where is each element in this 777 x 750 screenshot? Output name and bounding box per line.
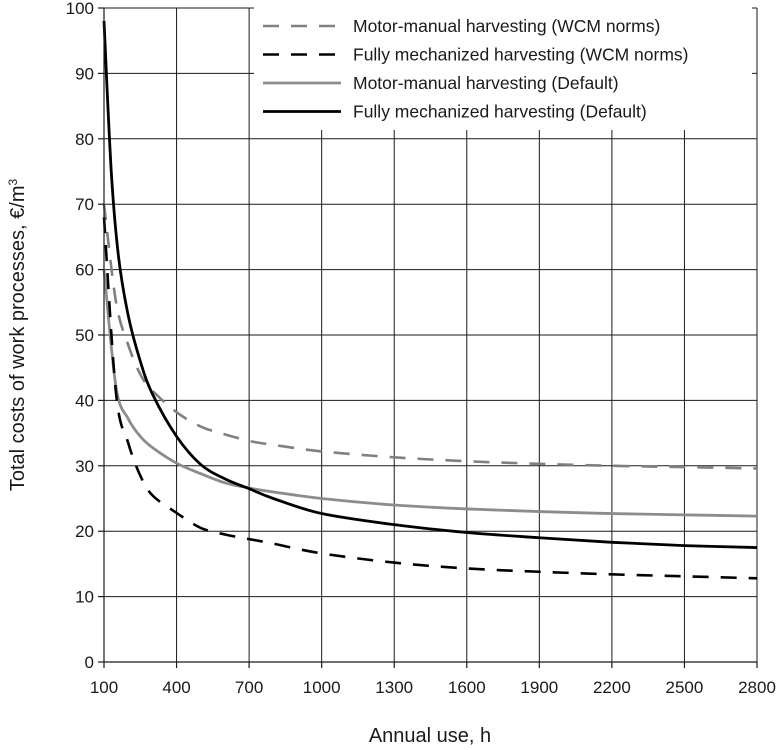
- y-tick-label: 10: [75, 588, 94, 607]
- series-line-1: [102, 204, 758, 470]
- x-tick-label: 1000: [303, 678, 341, 697]
- x-tick-label: 1600: [448, 678, 486, 697]
- y-axis-title-superscript: 3: [6, 179, 20, 186]
- x-tick-label: 100: [90, 678, 118, 697]
- axes: [98, 7, 758, 668]
- grid: [104, 7, 758, 662]
- x-tick-label: 700: [235, 678, 263, 697]
- y-axis-title: Total costs of work processes, €/m3: [6, 179, 29, 492]
- series-group: [102, 21, 758, 580]
- legend-label-3: Motor-manual harvesting (Default): [353, 73, 619, 93]
- x-tick-label: 2200: [593, 678, 631, 697]
- legend: Motor-manual harvesting (WCM norms) Fully…: [254, 4, 752, 130]
- legend-box: [254, 4, 752, 130]
- y-tick-label: 80: [75, 130, 94, 149]
- y-tick-label: 0: [85, 653, 94, 672]
- tick-labels: 0 10 20 30 40 50 60 70 80 90 100 100 400 700 1000 1300 1…: [66, 0, 776, 697]
- x-axis-title: Annual use, h: [369, 725, 491, 747]
- y-tick-label: 20: [75, 522, 94, 541]
- series-line-4: [102, 21, 758, 549]
- y-tick-label: 70: [75, 195, 94, 214]
- y-tick-label: 30: [75, 457, 94, 476]
- y-axis-title-text: Total costs of work processes, €/m: [7, 186, 29, 492]
- x-tick-label: 1300: [375, 678, 413, 697]
- x-tick-label: 2500: [666, 678, 704, 697]
- x-tick-label: 400: [162, 678, 190, 697]
- x-tick-label: 1900: [520, 678, 558, 697]
- legend-label-2: Fully mechanized harvesting (WCM norms): [353, 45, 689, 65]
- y-tick-label: 90: [75, 64, 94, 83]
- y-tick-label: 40: [75, 391, 94, 410]
- legend-label-1: Motor-manual harvesting (WCM norms): [353, 16, 660, 36]
- y-tick-label: 60: [75, 261, 94, 280]
- x-tick-label: 2800: [738, 678, 776, 697]
- y-tick-label: 100: [66, 0, 94, 18]
- y-tick-label: 50: [75, 326, 94, 345]
- series-line-2: [102, 217, 758, 580]
- legend-label-4: Fully mechanized harvesting (Default): [353, 102, 647, 122]
- series-line-3: [102, 269, 758, 518]
